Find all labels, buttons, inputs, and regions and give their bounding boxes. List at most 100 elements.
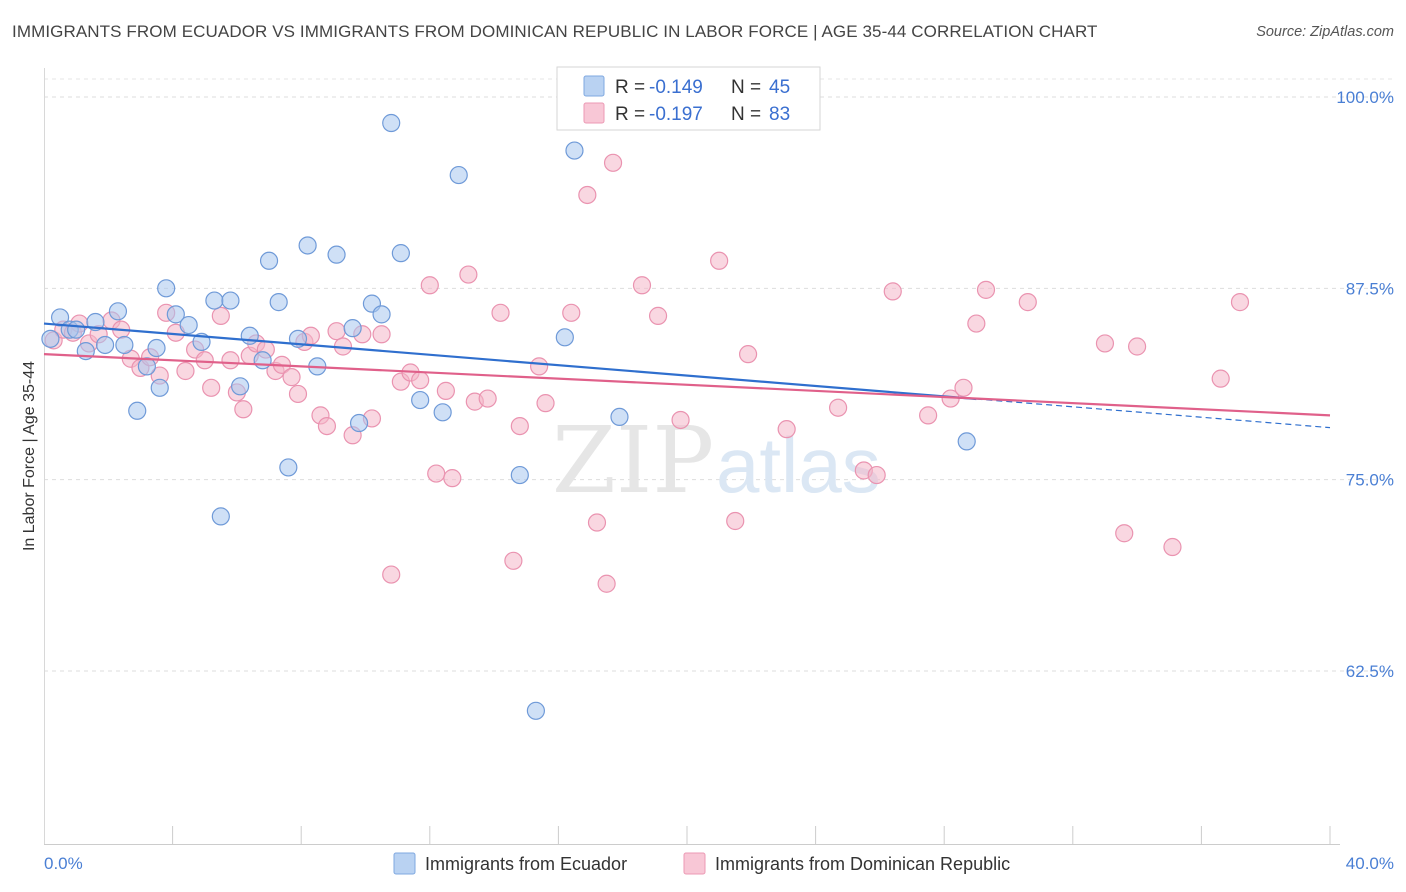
dominican-point bbox=[671, 410, 690, 430]
ecuador-point bbox=[610, 407, 629, 427]
dominican-point bbox=[282, 368, 301, 387]
dominican-point bbox=[1115, 524, 1134, 543]
dominican-point bbox=[976, 280, 996, 299]
dominican-point bbox=[578, 185, 597, 205]
ecuador-point bbox=[115, 335, 134, 355]
dominican-point bbox=[562, 303, 581, 322]
dominican-point bbox=[710, 251, 729, 270]
legend-n-value-dominican: 83 bbox=[769, 104, 790, 125]
legend-n-label-ecuador: N = bbox=[731, 77, 766, 98]
y-tick-label: 75.0% bbox=[1346, 471, 1394, 490]
trend-lines bbox=[43, 322, 1331, 429]
dominican-point bbox=[1018, 293, 1037, 312]
dominican-point bbox=[427, 464, 446, 483]
y-tick-label: 62.5% bbox=[1346, 662, 1394, 681]
dominican-point bbox=[288, 384, 308, 404]
series-dominican-points bbox=[44, 153, 1250, 593]
legend-r-value-dominican: -0.197 bbox=[649, 104, 703, 125]
dominican-point bbox=[478, 389, 497, 408]
series-ecuador-points bbox=[41, 113, 976, 720]
x-tick-label-max: 40.0% bbox=[1346, 854, 1394, 873]
dominican-point bbox=[234, 400, 253, 419]
dominican-point bbox=[829, 398, 848, 417]
legend-swatch-ecuador bbox=[583, 75, 605, 97]
ecuador-point bbox=[565, 141, 584, 160]
legend-r-label-dominican: R = bbox=[615, 104, 650, 125]
ecuador-point bbox=[279, 458, 298, 477]
dominican-point bbox=[967, 314, 986, 333]
x-tick-label-min: 0.0% bbox=[44, 854, 83, 873]
legend-swatch-dominican bbox=[583, 102, 605, 124]
y-tick-label: 100.0% bbox=[1336, 88, 1394, 107]
dominican-point bbox=[372, 325, 391, 344]
y-axis-label: In Labor Force | Age 35-44 bbox=[21, 361, 38, 551]
ecuador-point bbox=[269, 293, 288, 312]
ecuador-point bbox=[67, 320, 86, 339]
ecuador-point bbox=[166, 305, 185, 324]
ecuador-point bbox=[41, 329, 60, 348]
ecuador-point bbox=[253, 351, 272, 370]
source-label: Source: ZipAtlas.com bbox=[1256, 24, 1394, 40]
ecuador-point bbox=[510, 465, 529, 485]
dominican-point bbox=[597, 574, 616, 593]
dominican-point bbox=[1095, 334, 1115, 353]
ecuador-point bbox=[137, 357, 156, 376]
trend-line-ecuador-extension bbox=[976, 398, 1331, 429]
ecuador-point bbox=[957, 432, 976, 451]
bottom-legend-swatch-dominican bbox=[683, 852, 706, 875]
dominican-point bbox=[726, 511, 745, 531]
dominican-point bbox=[459, 265, 478, 284]
bottom-legend-label-dominican: Immigrants from Dominican Republic bbox=[715, 854, 1010, 874]
ecuador-point bbox=[343, 319, 362, 338]
dominican-point bbox=[176, 361, 195, 381]
dominican-point bbox=[504, 551, 523, 570]
bottom-legend-label-ecuador: Immigrants from Ecuador bbox=[425, 854, 627, 874]
dominican-point bbox=[211, 306, 230, 325]
dominican-point bbox=[221, 351, 240, 370]
bottom-legend-swatch-ecuador bbox=[393, 852, 416, 875]
dominican-point bbox=[738, 345, 758, 364]
dominican-point bbox=[443, 469, 462, 488]
ecuador-point bbox=[382, 113, 401, 133]
dominican-point bbox=[883, 282, 902, 301]
ecuador-point bbox=[95, 335, 115, 355]
ecuador-point bbox=[433, 403, 452, 422]
ecuador-point bbox=[555, 328, 574, 347]
ecuador-point bbox=[391, 244, 410, 263]
ecuador-point bbox=[211, 507, 230, 526]
gridlines bbox=[44, 78, 1394, 672]
ecuador-point bbox=[205, 291, 224, 310]
legend-n-value-ecuador: 45 bbox=[769, 77, 790, 98]
ecuador-point bbox=[147, 338, 166, 358]
dominican-point bbox=[382, 565, 401, 584]
dominican-point bbox=[436, 381, 455, 400]
ecuador-point bbox=[128, 401, 147, 420]
dominican-point bbox=[603, 153, 623, 172]
ecuador-point bbox=[327, 245, 346, 264]
dominican-point bbox=[317, 416, 337, 436]
dominican-point bbox=[1127, 337, 1147, 356]
dominican-point bbox=[1163, 537, 1182, 557]
dominican-point bbox=[954, 378, 973, 397]
dominican-point bbox=[195, 351, 214, 370]
watermark-zip: ZIP bbox=[552, 407, 714, 514]
ecuador-point bbox=[221, 291, 240, 310]
dominican-point bbox=[491, 303, 510, 322]
ecuador-point bbox=[157, 279, 176, 298]
ecuador-point bbox=[259, 251, 279, 270]
dominican-point bbox=[867, 465, 886, 485]
dominican-point bbox=[1211, 369, 1230, 388]
ecuador-point bbox=[526, 701, 545, 720]
ecuador-point bbox=[108, 302, 128, 321]
legend-n-label-dominican: N = bbox=[731, 104, 766, 125]
legend: R = -0.149 N = 45 R = -0.197 N = 83 bbox=[556, 66, 821, 131]
ecuador-point bbox=[179, 315, 198, 335]
dominican-point bbox=[1230, 293, 1250, 312]
ecuador-point bbox=[150, 378, 169, 397]
dominican-point bbox=[632, 276, 652, 295]
chart-title: IMMIGRANTS FROM ECUADOR VS IMMIGRANTS FR… bbox=[12, 22, 1098, 41]
dominican-point bbox=[327, 322, 346, 341]
bottom-legend: Immigrants from Ecuador Immigrants from … bbox=[393, 852, 1010, 875]
ecuador-point bbox=[349, 413, 369, 433]
ecuador-point bbox=[298, 236, 317, 255]
